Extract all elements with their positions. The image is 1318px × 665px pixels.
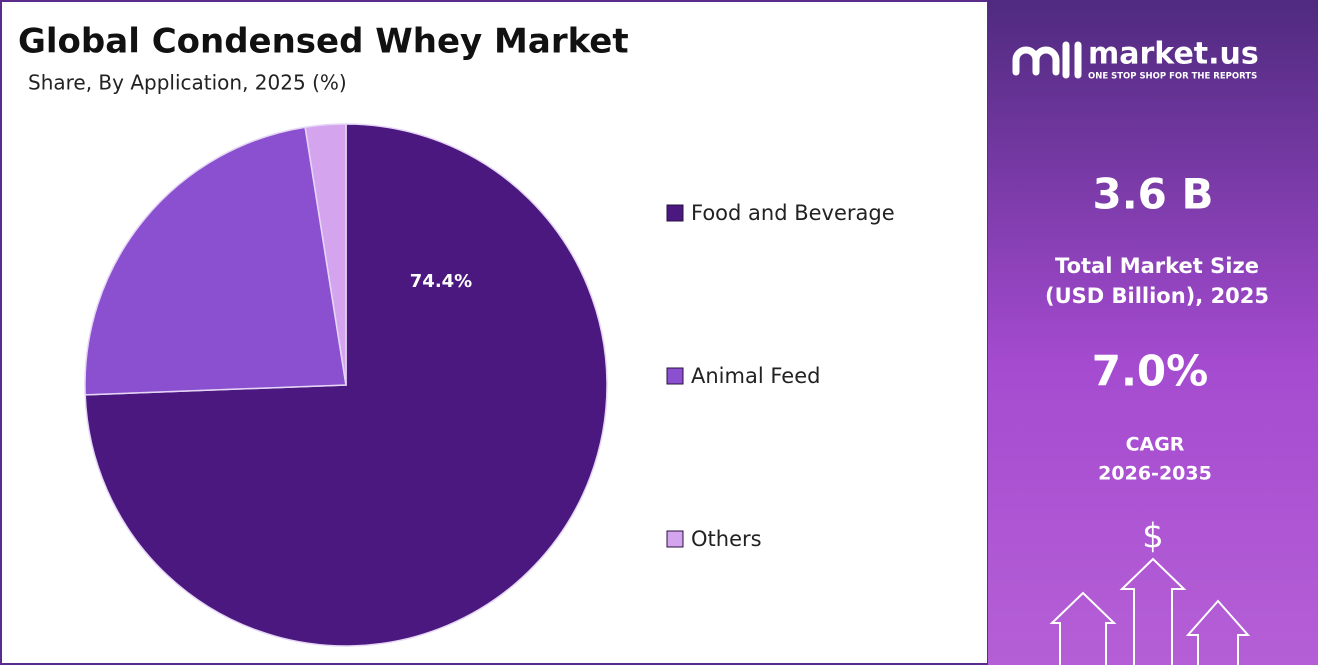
- pie-slice: [84, 126, 347, 396]
- tagline: ONE STOP SHOP FOR THE REPORTS: [1088, 72, 1257, 82]
- market-size: 3.6 B: [1092, 170, 1213, 219]
- dollar-icon: $: [1142, 517, 1164, 557]
- data-label: 74.4%: [410, 271, 472, 292]
- cagr-label: 2026-2035: [1098, 463, 1212, 485]
- legend: Food and Beverage Animal Feed Others: [666, 201, 895, 551]
- pie-slice: [304, 123, 347, 386]
- cagr: 7.0%: [1092, 347, 1208, 396]
- growth-arrows: [1049, 557, 1251, 665]
- legend-swatch: [666, 530, 684, 548]
- legend-swatch: [666, 204, 684, 222]
- chart-subtitle: Share, By Application, 2025 (%): [28, 71, 347, 95]
- market-size-label: (USD Billion), 2025: [1045, 284, 1269, 308]
- pie: 74.4%: [84, 123, 608, 647]
- legend-label: Food and Beverage: [691, 201, 895, 225]
- brand: market.us: [1088, 37, 1259, 72]
- chart-title: Global Condensed Whey Market: [18, 22, 629, 62]
- logo: [1012, 41, 1082, 79]
- cagr-label: CAGR: [1126, 434, 1185, 456]
- sidebar: [988, 0, 1318, 665]
- legend-label: Others: [691, 527, 762, 551]
- market-size-label: Total Market Size: [1055, 254, 1259, 278]
- legend-swatch: [666, 367, 684, 385]
- legend-label: Animal Feed: [691, 364, 820, 388]
